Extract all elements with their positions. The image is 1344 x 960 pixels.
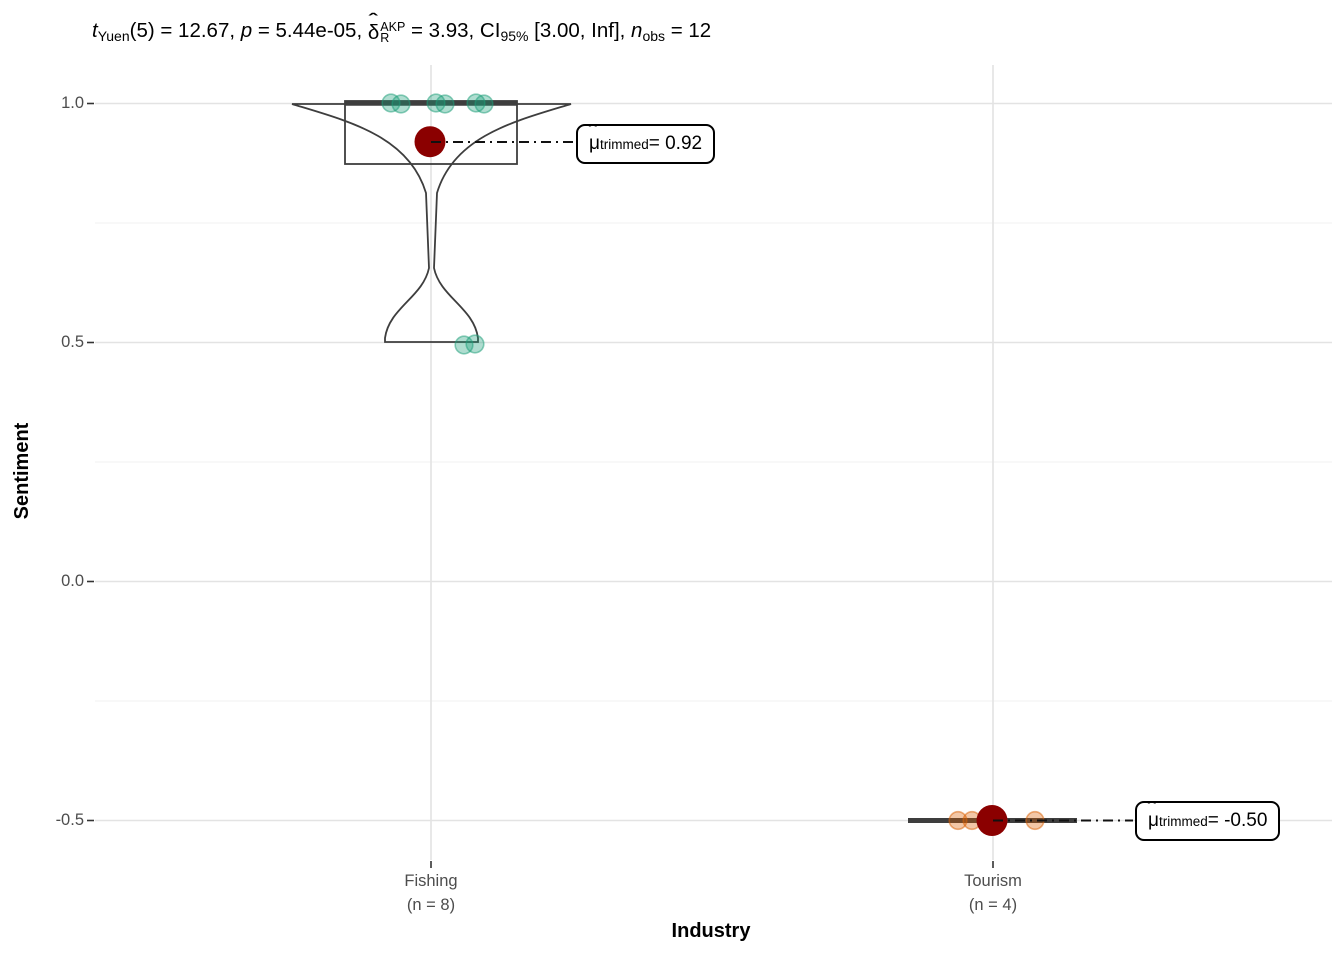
axis-tick-marks — [87, 102, 994, 868]
x-axis-title: Industry — [671, 920, 751, 942]
data-point-fishing — [381, 93, 401, 113]
mu-symbol: μ — [1148, 810, 1159, 831]
trimmed-mean-label-fishing: ˆ μ trimmed = 0.92 — [576, 122, 716, 164]
mu-subscript: trimmed — [1158, 813, 1208, 829]
data-point-tourism — [948, 810, 968, 831]
y-tick-label: 1.0 — [61, 93, 84, 112]
stat-n-sub: obs — [642, 28, 666, 44]
mu-value: = -0.50 — [1207, 810, 1268, 831]
trimmed-mean-point-fishing — [414, 126, 446, 158]
mu-subscript: trimmed — [599, 136, 649, 152]
trimmed-mean-label-tourism: ˆ μ trimmed = -0.50 — [1135, 799, 1281, 841]
data-point-fishing — [391, 94, 411, 114]
x-tick-label-fishing: Fishing (n = 8) — [361, 869, 501, 917]
boxplot-fishing — [344, 100, 518, 165]
stat-p: p — [240, 19, 253, 42]
x-tick-label-line: Tourism — [964, 872, 1022, 890]
stat-seg1: (5) = 12.67, — [129, 19, 241, 42]
mu-value: = 0.92 — [648, 133, 703, 154]
x-tick-label-line: Fishing — [404, 872, 458, 890]
stat-seg2: = 5.44e-05, — [252, 19, 368, 42]
y-tick-label: -0.5 — [55, 810, 84, 829]
data-point-fishing — [465, 334, 485, 354]
x-tick-label-line: (n = 8) — [406, 896, 456, 914]
gridlines — [95, 65, 1332, 860]
stats-title: tYuen(5) = 12.67, p = 5.44e-05, ˆ δ AKP R =… — [92, 10, 712, 51]
mu-hat-icon: ˆ — [588, 122, 597, 139]
data-point-fishing — [435, 94, 455, 114]
y-axis-title: Sentiment — [11, 422, 33, 520]
x-tick-label-line: (n = 4) — [968, 896, 1018, 914]
centrality-points — [414, 126, 1008, 836]
jitter-points — [381, 93, 1045, 831]
stat-delta-stack: ˆ δ AKP R — [367, 10, 406, 48]
stat-t-sub: Yuen — [97, 28, 130, 44]
stat-n: n — [631, 19, 643, 42]
delta-hat-icon: ˆ — [368, 10, 377, 29]
stat-delta: δ — [367, 21, 380, 44]
mu-symbol: μ — [589, 133, 600, 154]
stat-seg3: = 3.93, CI — [405, 19, 501, 42]
stat-ci-sub: 95% — [500, 28, 529, 44]
data-point-fishing — [474, 94, 494, 114]
stat-t: t — [92, 19, 98, 42]
stat-delta-sub: R — [380, 31, 390, 45]
stat-delta-sup: AKP — [380, 20, 406, 34]
y-tick-label: 0.0 — [61, 571, 84, 590]
mu-hat-icon: ˆ — [1147, 799, 1156, 816]
trimmed-mean-point-tourism — [976, 805, 1008, 836]
stat-seg4: [3.00, Inf], — [528, 19, 632, 42]
stat-seg5: = 12 — [665, 19, 712, 42]
y-tick-label: 0.5 — [61, 332, 84, 351]
x-tick-label-tourism: Tourism (n = 4) — [923, 869, 1063, 917]
